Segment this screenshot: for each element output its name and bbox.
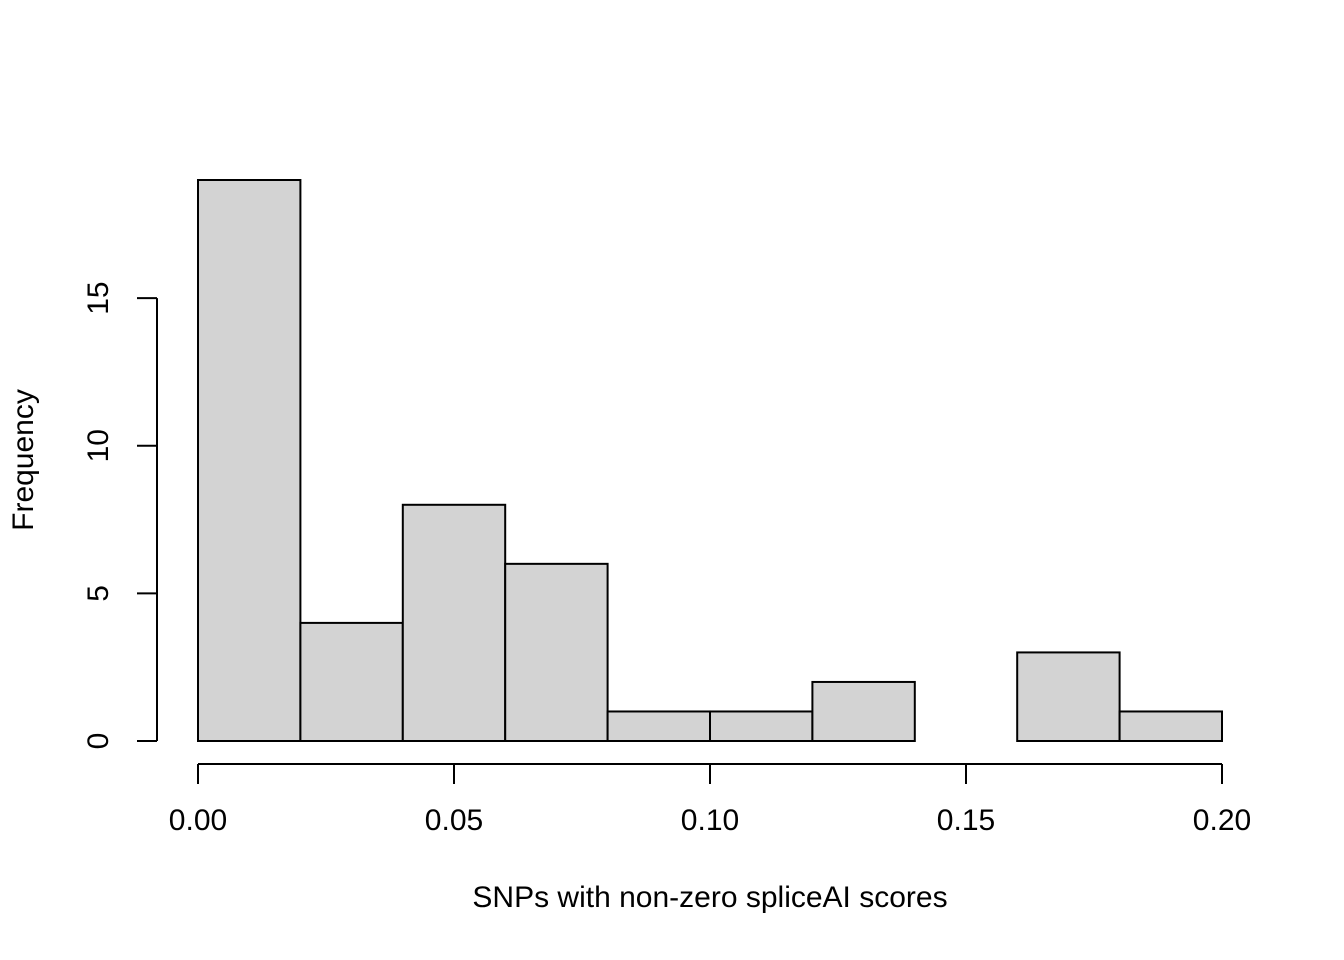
x-axis-label: SNPs with non-zero spliceAI scores [472,881,947,914]
bar [197,179,302,742]
bar [811,680,916,743]
y-axis-label: Frequency [7,389,40,531]
y-tick-label: 0 [82,733,115,750]
x-tick-label: 0.20 [1193,804,1251,837]
x-tick-label: 0.10 [681,804,739,837]
bar [299,621,404,742]
bar [504,562,609,742]
x-tick-label: 0.00 [169,804,227,837]
x-tick-label: 0.15 [937,804,995,837]
y-tick-label: 15 [82,281,115,314]
y-tick-label: 10 [82,429,115,462]
x-tick-label: 0.05 [425,804,483,837]
y-tick-label: 5 [82,585,115,602]
bar [1118,710,1223,743]
bar [401,503,507,742]
bar [606,710,711,743]
bar [1016,651,1121,743]
bar [709,710,814,743]
